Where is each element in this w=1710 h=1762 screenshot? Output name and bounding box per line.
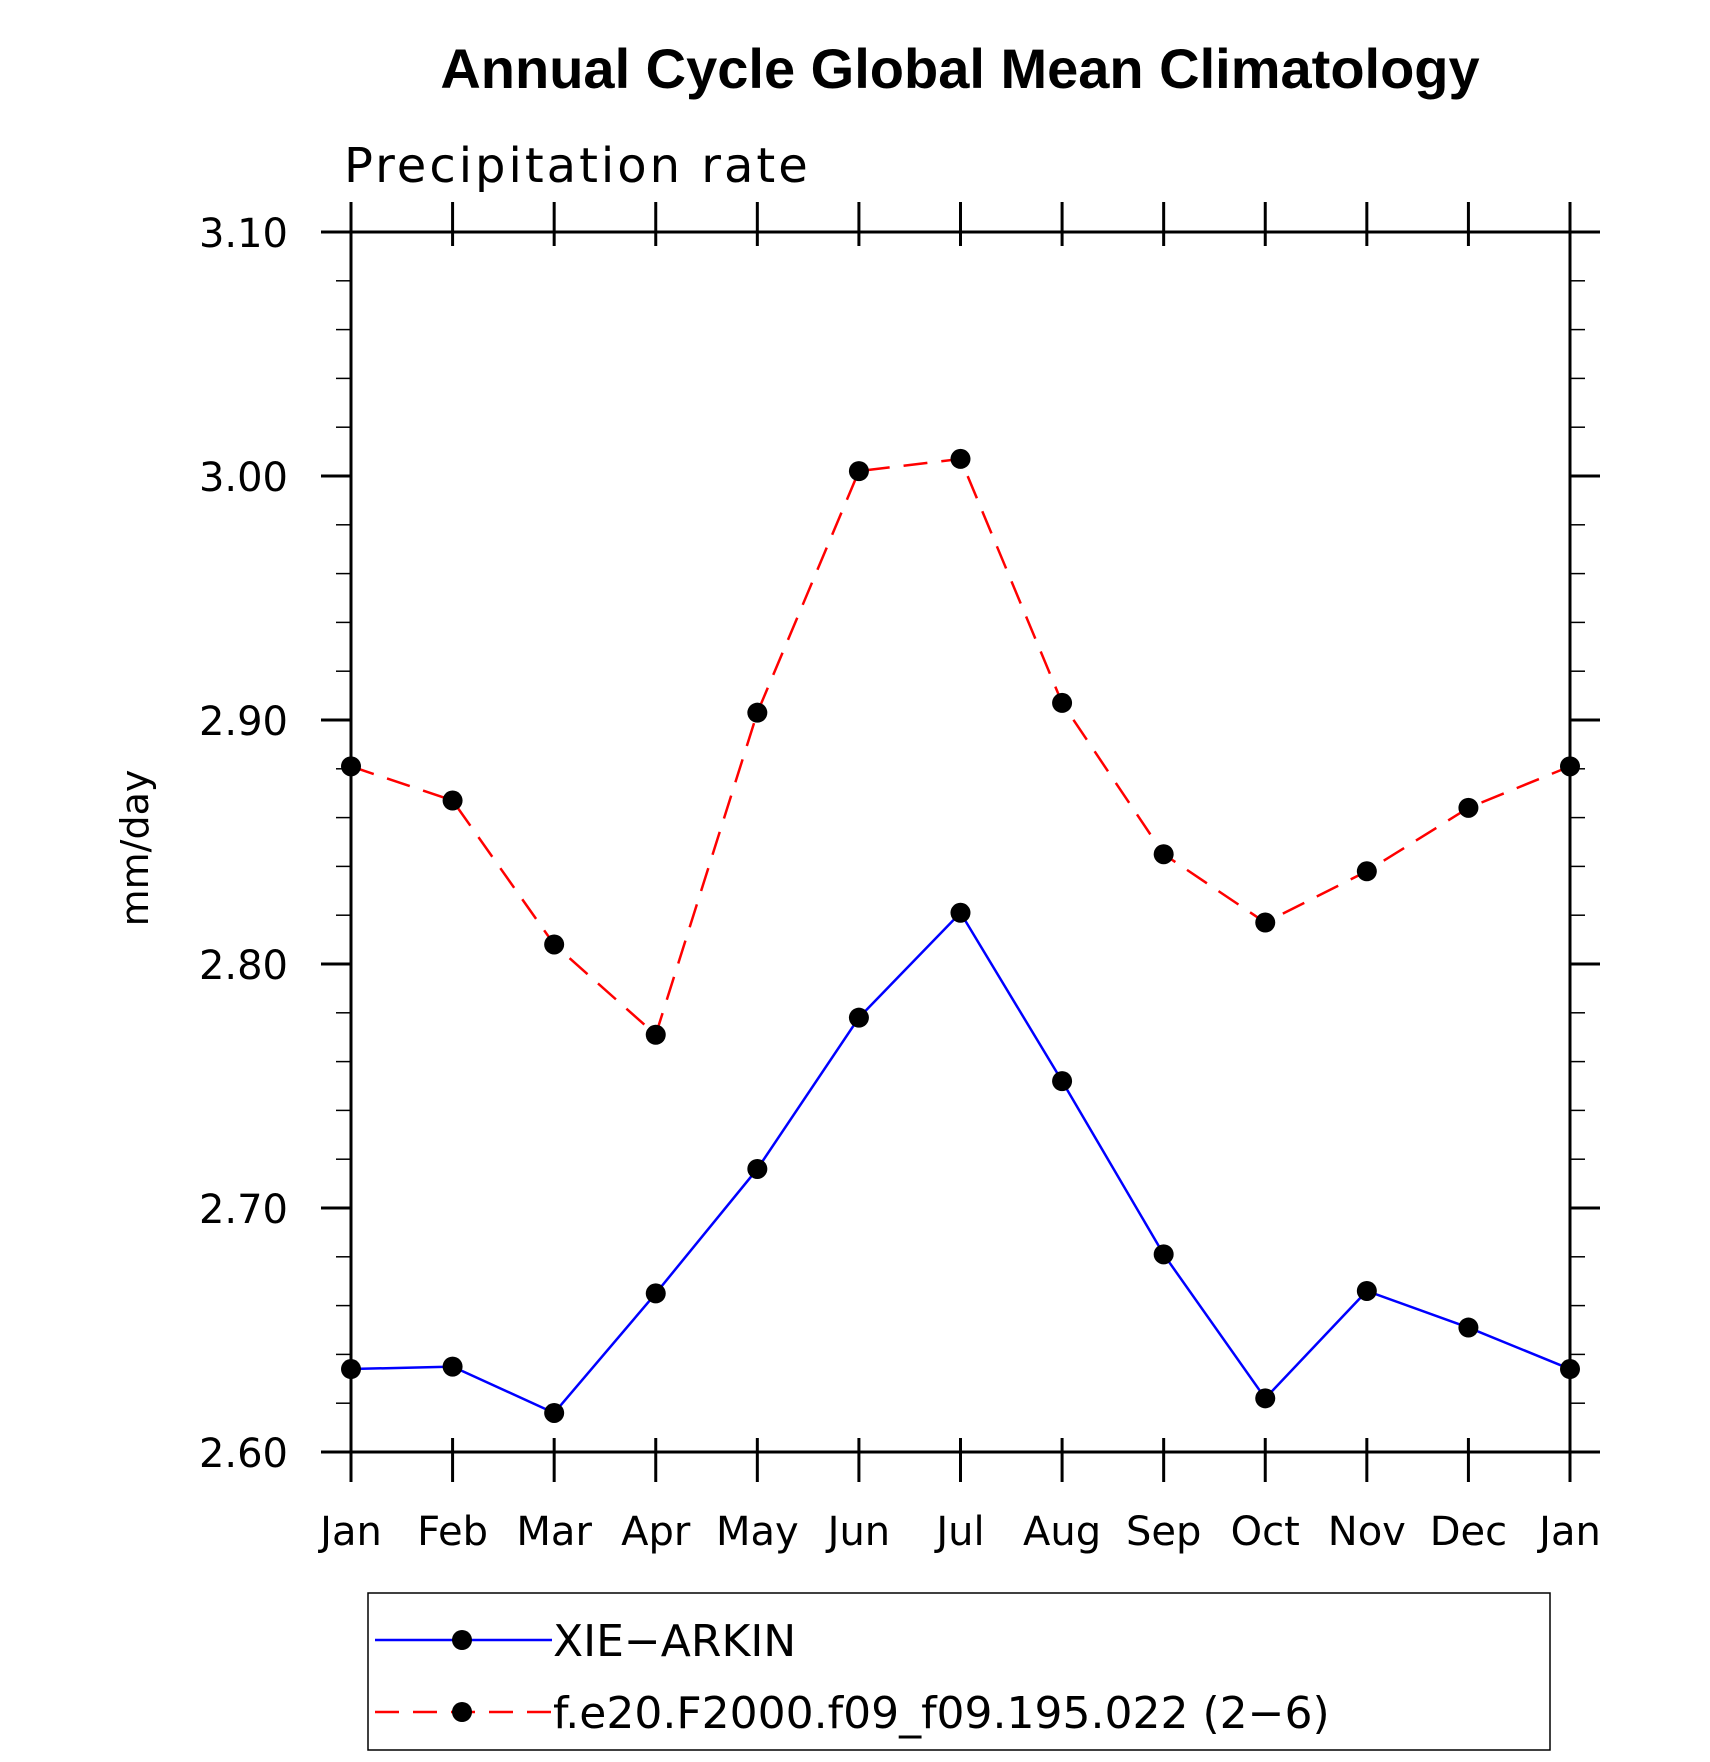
series-line-2 (350, 457, 1571, 1037)
x-tick-label: Jun (825, 1509, 891, 1555)
x-tick-label: Feb (417, 1509, 488, 1555)
data-point-series-1 (1255, 1388, 1276, 1409)
data-point-series-1 (1356, 1280, 1377, 1301)
data-point-series-1 (1153, 1244, 1174, 1265)
legend-marker-series-2 (452, 1702, 472, 1722)
data-point-series-2 (544, 934, 565, 955)
x-tick-label: May (716, 1509, 799, 1555)
data-point-series-2 (848, 461, 869, 482)
legend-box (367, 1592, 1551, 1751)
y-tick-label: 2.80 (199, 943, 288, 989)
plot-frame (349, 230, 1572, 1454)
legend: XIE−ARKIN f.e20.F2000.f09_f09.195.022 (2… (367, 1592, 1551, 1751)
data-point-series-2 (950, 448, 971, 469)
data-point-series-2 (1153, 844, 1174, 865)
y-tick-label: 2.70 (199, 1187, 288, 1233)
x-tick-label: Jan (1536, 1509, 1601, 1555)
x-tick-label: Dec (1430, 1509, 1507, 1555)
data-point-series-2 (1458, 797, 1479, 818)
chart-subtitle: Precipitation rate (344, 138, 811, 194)
x-tick-label: Mar (516, 1509, 592, 1555)
x-tick-label: Jul (933, 1509, 984, 1555)
data-point-series-1 (1560, 1359, 1580, 1380)
data-point-series-2 (341, 756, 361, 777)
y-tick-label: 3.10 (199, 211, 288, 257)
data-point-series-1 (950, 902, 971, 923)
y-tick-label: 2.90 (199, 699, 288, 745)
legend-label-series-1: XIE−ARKIN (553, 1616, 796, 1667)
y-tick-labels: 2.60 2.70 2.80 2.90 3.00 3.10 (199, 211, 288, 1477)
y-tick-label: 3.00 (199, 455, 288, 501)
x-tick-label: Apr (621, 1509, 691, 1555)
data-point-series-2 (1560, 756, 1580, 777)
legend-marker-series-1 (452, 1630, 472, 1650)
axis-ticks (321, 202, 1600, 1482)
data-point-series-2 (645, 1024, 666, 1045)
data-point-series-1 (747, 1158, 768, 1179)
series-lines (350, 457, 1571, 1415)
x-tick-labels: Jan Feb Mar Apr May Jun Jul Aug Sep Oct Nov Dec Jan (317, 1509, 1601, 1555)
data-point-series-1 (645, 1283, 666, 1304)
data-point-series-1 (544, 1402, 565, 1423)
legend-label-series-2: f.e20.F2000.f09_f09.195.022 (2−6) (553, 1688, 1330, 1739)
data-point-series-1 (442, 1356, 463, 1377)
data-point-series-1 (1458, 1317, 1479, 1338)
data-point-series-2 (442, 790, 463, 811)
x-tick-label: Jan (317, 1509, 382, 1555)
x-tick-label: Aug (1023, 1509, 1101, 1555)
series-markers (341, 448, 1580, 1423)
chart-title: Annual Cycle Global Mean Climatology (440, 37, 1479, 100)
y-tick-label: 2.60 (199, 1431, 288, 1477)
data-point-series-1 (341, 1359, 361, 1380)
data-point-series-1 (1052, 1071, 1073, 1092)
x-tick-label: Nov (1328, 1509, 1406, 1555)
series-line-1 (350, 910, 1571, 1415)
data-point-series-2 (747, 702, 768, 723)
data-point-series-2 (1356, 861, 1377, 882)
x-tick-label: Sep (1126, 1509, 1201, 1555)
data-point-series-2 (1052, 692, 1073, 713)
data-point-series-2 (1255, 912, 1276, 933)
y-axis-label: mm/day (113, 770, 157, 927)
data-point-series-1 (848, 1007, 869, 1028)
x-tick-label: Oct (1231, 1509, 1300, 1555)
